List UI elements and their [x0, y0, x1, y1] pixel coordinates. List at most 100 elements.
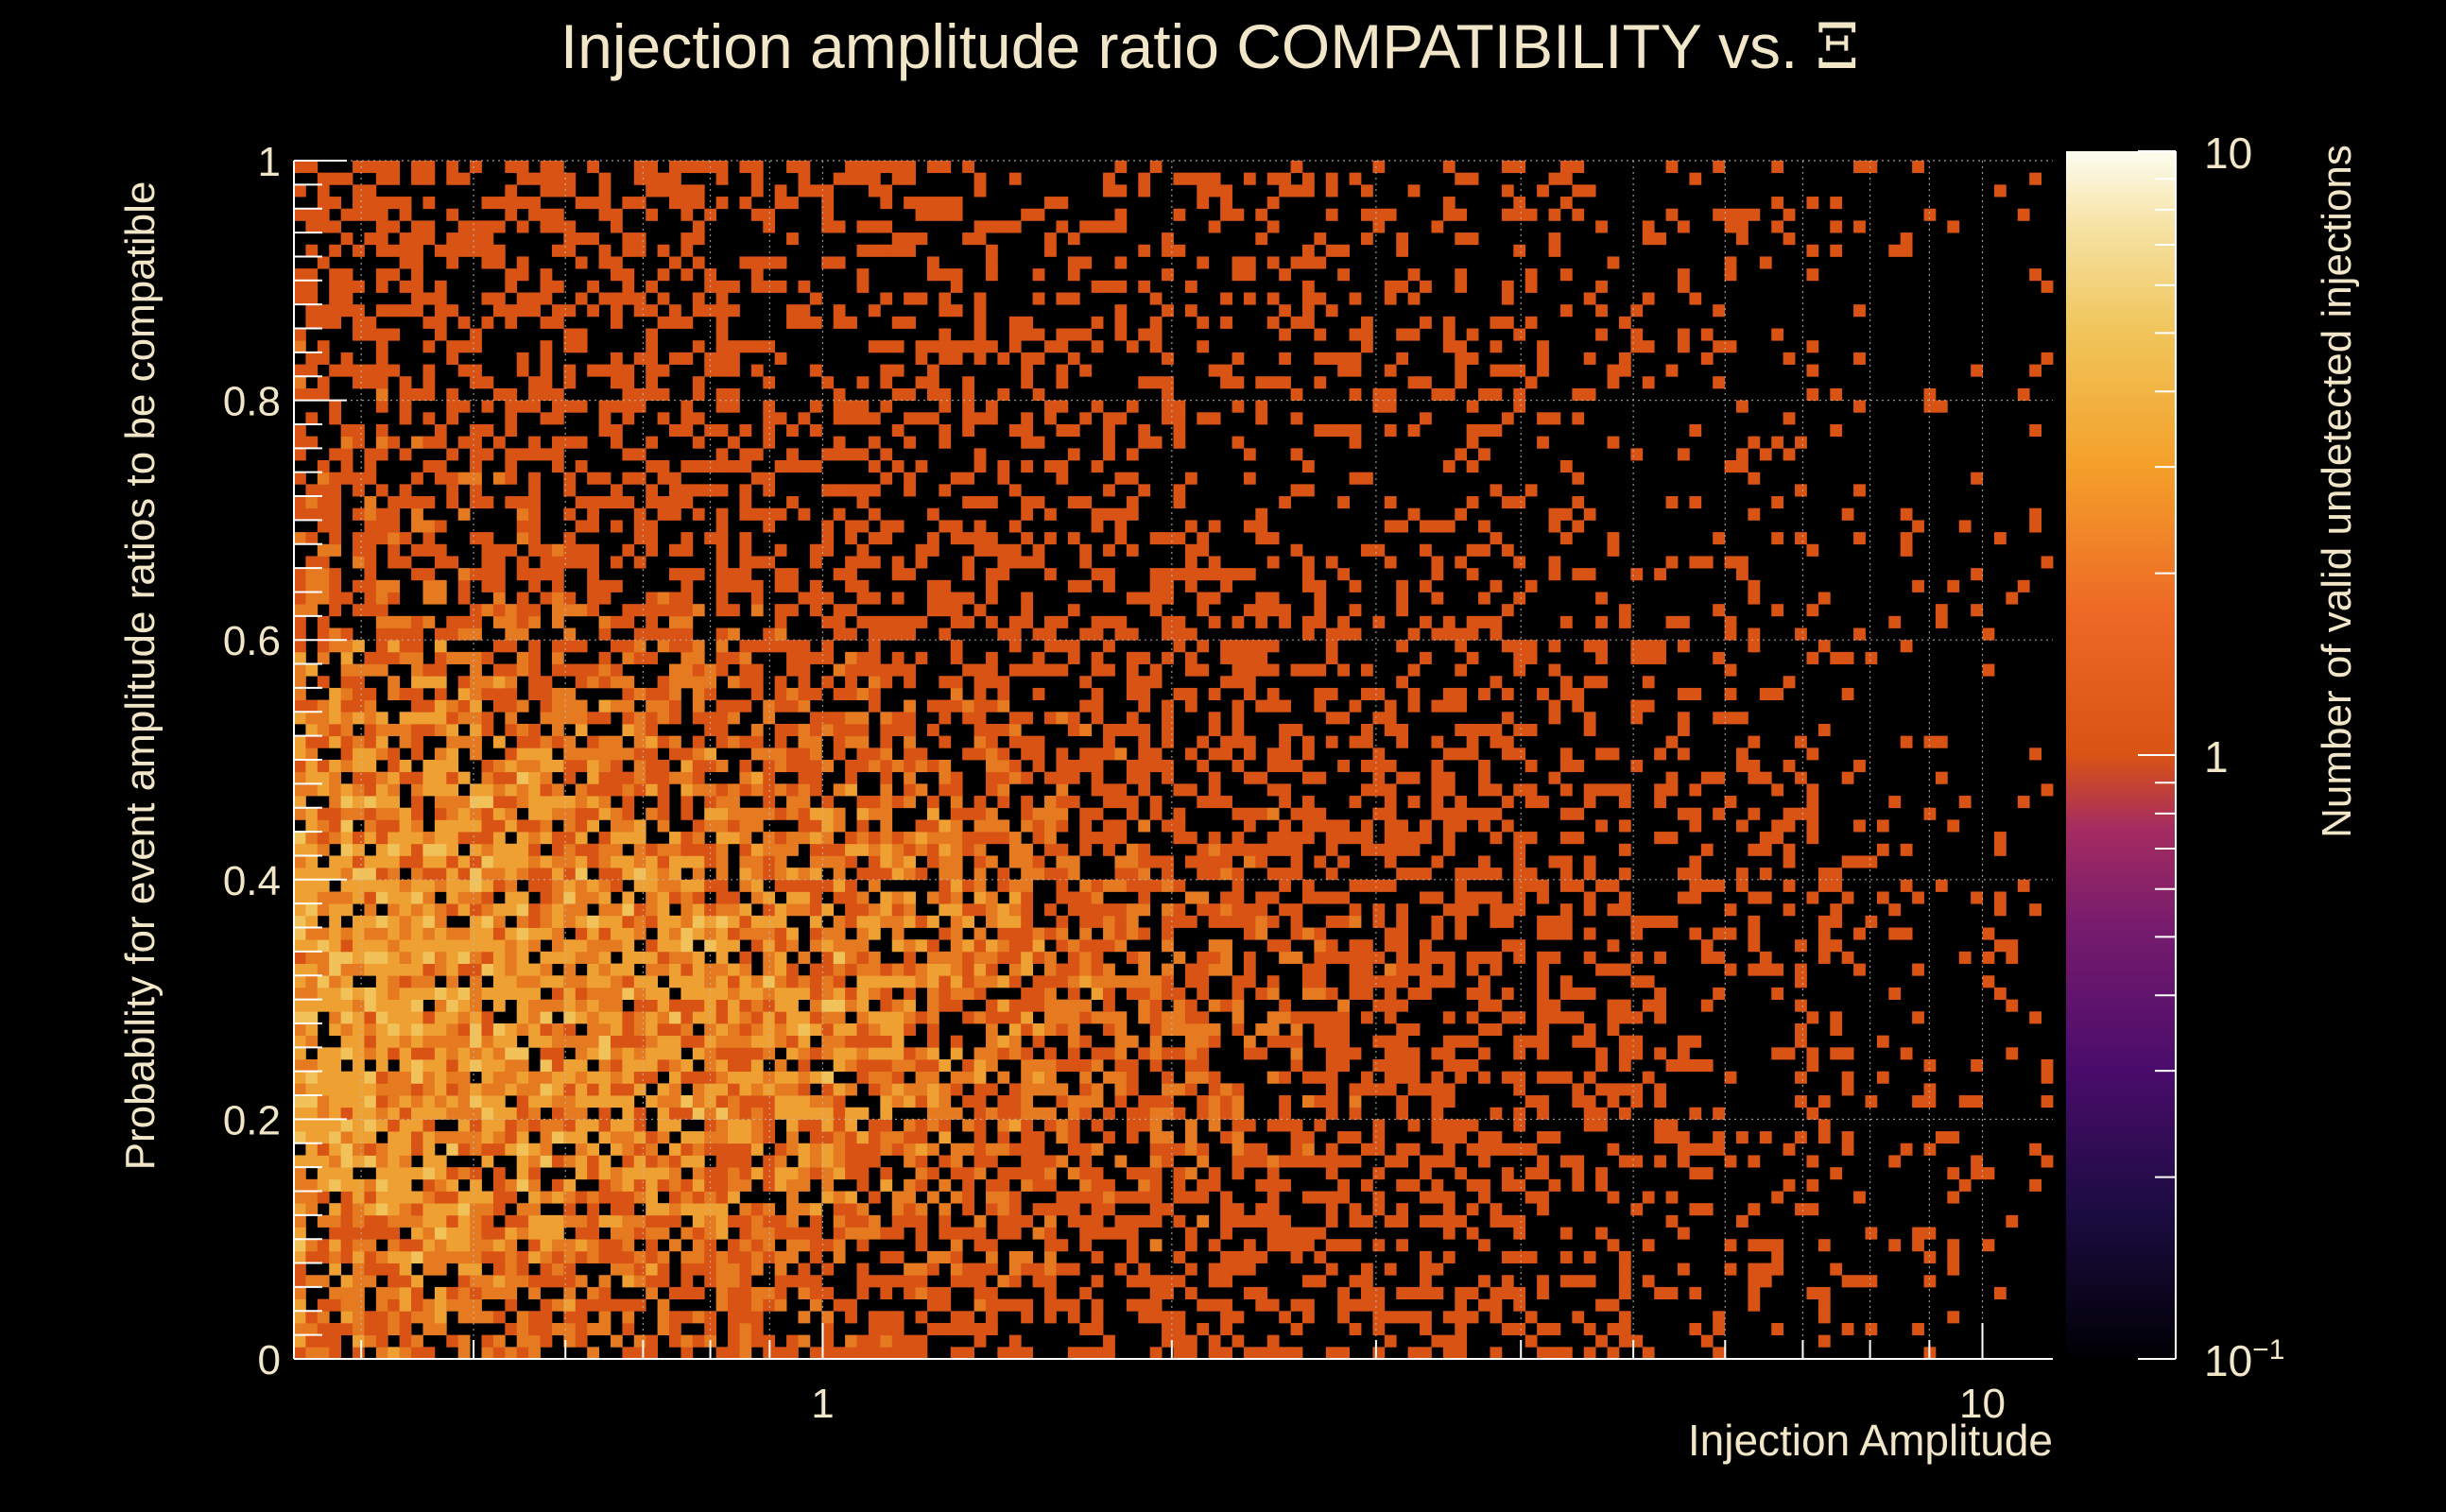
heatmap-bin — [939, 340, 952, 353]
heatmap-bin — [364, 316, 377, 329]
heatmap-bin — [551, 244, 564, 257]
heatmap-bin — [317, 520, 330, 533]
heatmap-bin — [481, 855, 494, 868]
heatmap-bin — [845, 1047, 857, 1060]
heatmap-bin — [294, 1311, 306, 1324]
heatmap-bin — [809, 604, 822, 617]
heatmap-bin — [633, 651, 646, 664]
heatmap-bin — [950, 951, 963, 964]
heatmap-bin — [1138, 903, 1151, 917]
heatmap-bin — [294, 1298, 306, 1312]
heatmap-bin — [868, 615, 881, 628]
heatmap-bin — [962, 712, 974, 725]
heatmap-bin — [774, 507, 787, 521]
heatmap-bin — [598, 208, 612, 221]
heatmap-bin — [891, 891, 904, 904]
heatmap-bin — [340, 879, 353, 892]
heatmap-bin — [457, 1131, 471, 1144]
heatmap-bin — [563, 663, 577, 677]
heatmap-bin — [833, 1035, 846, 1048]
heatmap-bin — [353, 1347, 365, 1360]
heatmap-bin — [646, 352, 659, 365]
heatmap-bin — [1021, 855, 1034, 868]
heatmap-bin — [868, 1022, 881, 1037]
heatmap-bin — [492, 735, 506, 748]
heatmap-bin — [646, 387, 659, 401]
heatmap-bin — [505, 868, 518, 881]
heatmap-bin — [657, 891, 670, 904]
heatmap-bin — [786, 1143, 799, 1156]
heatmap-bin — [492, 1119, 506, 1132]
heatmap-bin — [833, 172, 846, 185]
heatmap-bin — [962, 1011, 974, 1024]
heatmap-bin — [1162, 1071, 1174, 1084]
heatmap-bin — [375, 832, 388, 845]
heatmap-bin — [774, 352, 787, 365]
heatmap-bin — [516, 627, 529, 641]
heatmap-bin — [1021, 868, 1034, 881]
heatmap-bin — [575, 197, 588, 210]
heatmap-bin — [329, 1167, 342, 1180]
heatmap-bin — [669, 1022, 681, 1037]
heatmap-bin — [516, 292, 529, 305]
heatmap-bin — [575, 496, 588, 509]
heatmap-bin — [715, 1095, 729, 1108]
heatmap-bin — [833, 1095, 846, 1108]
heatmap-bin — [1266, 1119, 1280, 1132]
heatmap-bin — [891, 1347, 904, 1360]
heatmap-bin — [774, 1347, 787, 1360]
heatmap-bin — [481, 891, 494, 904]
heatmap-bin — [774, 975, 787, 988]
heatmap-bin — [856, 807, 870, 820]
heatmap-bin — [434, 723, 447, 737]
heatmap-bin — [926, 507, 939, 521]
heatmap-bin — [505, 412, 518, 425]
heatmap-bin — [680, 1250, 694, 1263]
heatmap-bin — [1279, 1311, 1291, 1324]
heatmap-bin — [1079, 939, 1093, 953]
heatmap-bin — [821, 376, 835, 389]
heatmap-bin — [845, 556, 857, 569]
heatmap-bin — [856, 747, 870, 761]
heatmap-bin — [575, 1214, 588, 1228]
heatmap-bin — [340, 472, 353, 485]
heatmap-bin — [294, 868, 306, 881]
heatmap-bin — [422, 1011, 436, 1024]
heatmap-bin — [1162, 1083, 1174, 1096]
heatmap-bin — [704, 532, 717, 545]
heatmap-bin — [305, 760, 319, 773]
heatmap-bin — [809, 1227, 822, 1240]
heatmap-bin — [715, 843, 729, 856]
heatmap-bin — [1208, 843, 1221, 856]
heatmap-bin — [1173, 484, 1186, 497]
heatmap-bin — [610, 640, 623, 653]
heatmap-bin — [470, 975, 482, 988]
heatmap-bin — [399, 651, 412, 664]
heatmap-bin — [669, 879, 681, 892]
heatmap-bin — [1032, 687, 1045, 700]
heatmap-bin — [388, 951, 401, 964]
heatmap-bin — [434, 1059, 447, 1073]
heatmap-bin — [1138, 891, 1151, 904]
heatmap-bin — [1208, 1275, 1221, 1288]
heatmap-bin — [798, 1022, 811, 1037]
heatmap-bin — [446, 843, 459, 856]
heatmap-bin — [470, 963, 482, 976]
heatmap-bin — [340, 1311, 353, 1324]
heatmap-bin — [821, 951, 835, 964]
heatmap-bin — [457, 1071, 471, 1084]
heatmap-bin — [492, 951, 506, 964]
heatmap-bin — [610, 1119, 623, 1132]
heatmap-bin — [1067, 951, 1080, 964]
heatmap-bin — [833, 687, 846, 700]
heatmap-bin — [845, 484, 857, 497]
heatmap-bin — [973, 1214, 987, 1228]
heatmap-bin — [422, 963, 436, 976]
heatmap-bin — [868, 1155, 881, 1168]
heatmap-bin — [563, 868, 577, 881]
heatmap-bin — [1149, 579, 1163, 593]
heatmap-bin — [1032, 1275, 1045, 1288]
heatmap-bin — [317, 579, 330, 593]
heatmap-bin — [798, 735, 811, 748]
heatmap-bin — [540, 951, 553, 964]
